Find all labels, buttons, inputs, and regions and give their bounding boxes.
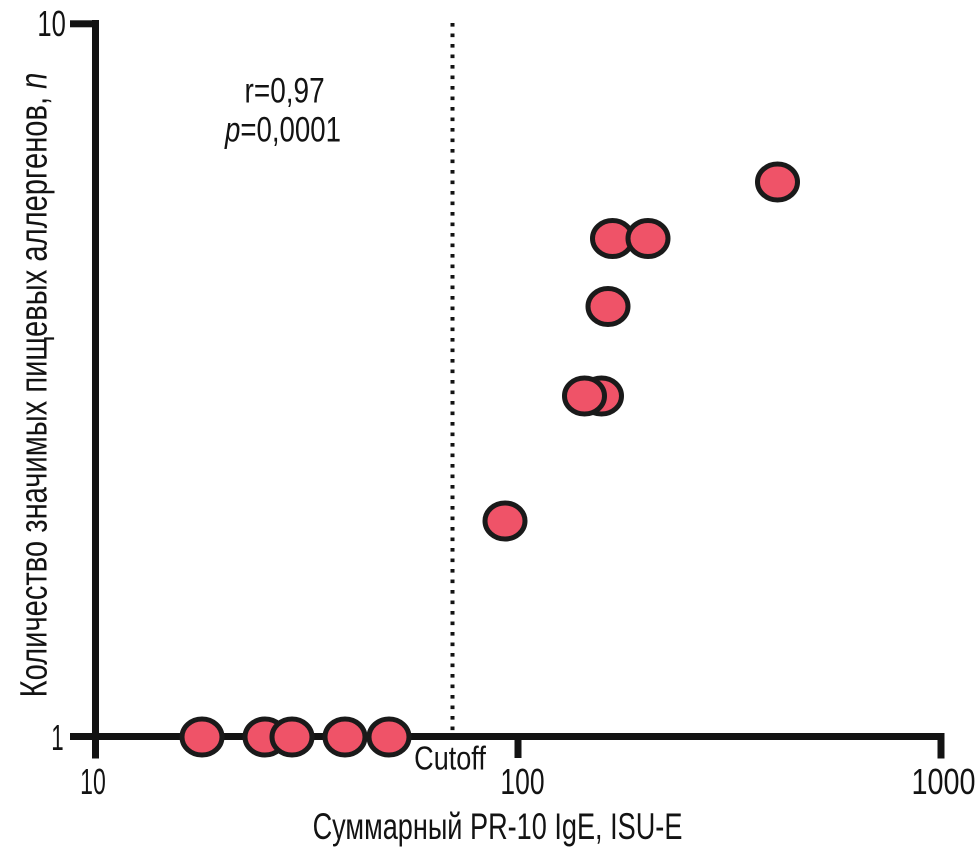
svg-text:r=0,97: r=0,97 <box>245 70 325 110</box>
svg-text:Cutoff: Cutoff <box>414 741 486 777</box>
svg-text:p=0,0001: p=0,0001 <box>224 109 341 149</box>
svg-text:1000: 1000 <box>911 761 975 802</box>
svg-text:1: 1 <box>51 719 63 759</box>
svg-text:100: 100 <box>500 761 544 802</box>
svg-text:10: 10 <box>37 4 65 44</box>
svg-text:10: 10 <box>80 763 106 802</box>
svg-text:Суммарный PR-10 IgE, ISU-E: Суммарный PR-10 IgE, ISU-E <box>313 806 683 847</box>
svg-text:Количество значимых пищевых ал: Количество значимых пищевых аллергенов, … <box>13 73 56 698</box>
